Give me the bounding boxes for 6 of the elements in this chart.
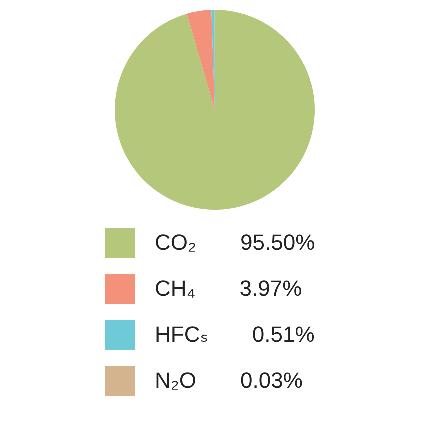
legend-label: CO₂ 95.50% bbox=[155, 230, 316, 255]
pie-slice bbox=[115, 10, 315, 210]
pie-slice bbox=[187, 10, 215, 110]
legend-label: N₂O 0.03% bbox=[155, 368, 303, 393]
legend-label: HFCₛ 0.51% bbox=[155, 322, 315, 347]
legend-label: CH₄ 3.97% bbox=[155, 276, 302, 301]
